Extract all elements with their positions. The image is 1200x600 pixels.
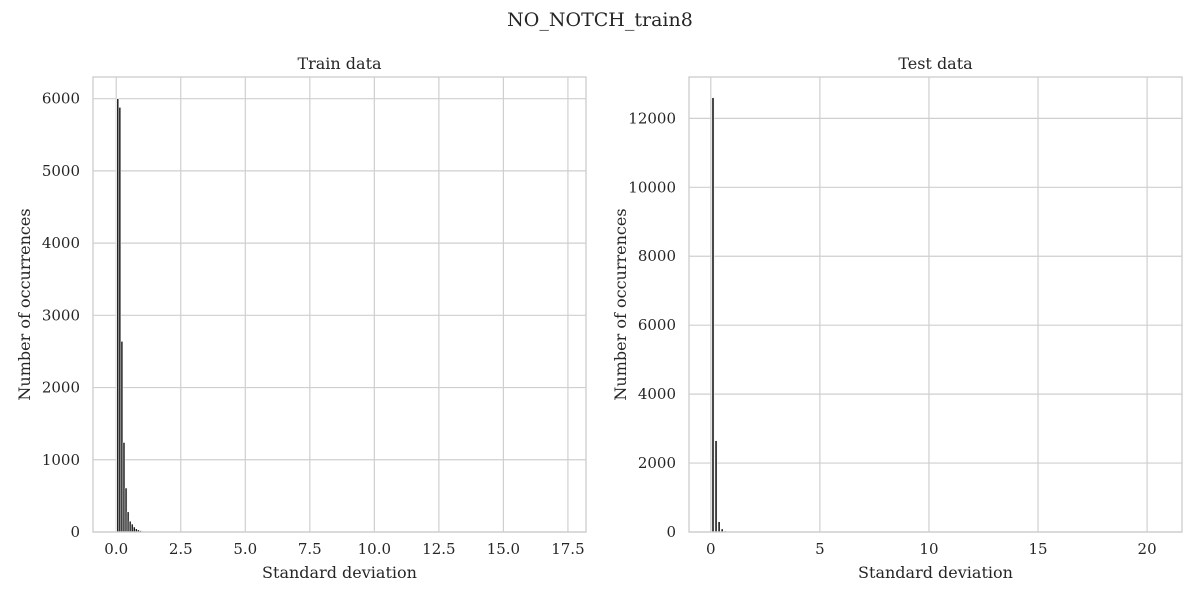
train-x-tick-label: 12.5 [422, 540, 455, 558]
train-y-tick-label: 3000 [42, 306, 80, 324]
train-y-tick-label: 4000 [42, 234, 80, 252]
train-x-tick-label: 0.0 [104, 540, 128, 558]
train-x-tick-label: 2.5 [169, 540, 193, 558]
train-histogram-bar [126, 511, 130, 533]
train-panel-title: Train data [297, 54, 382, 73]
train-y-axis-label: Number of occurrences [15, 208, 34, 400]
test-y-tick-label: 6000 [638, 316, 676, 334]
test-y-tick-label: 12000 [628, 109, 676, 127]
test-histogram-bar [717, 521, 721, 533]
test-y-axis-label: Number of occurrences [611, 208, 630, 400]
train-x-tick-label: 5.0 [233, 540, 257, 558]
train-plot-frame [92, 76, 587, 533]
test-x-tick-label: 15 [1028, 540, 1047, 558]
test-x-tick-label: 0 [706, 540, 716, 558]
train-histogram-bar [128, 520, 132, 533]
train-histogram-bar [120, 341, 124, 533]
train-data-panel: 0 1000 2000 3000 4000 5000 6000 0.0 2.5 5.0 7.5 10.… [15, 54, 587, 582]
test-plot-frame [688, 76, 1183, 533]
train-x-tick-label: 15.0 [487, 540, 520, 558]
train-histogram-bar [118, 107, 122, 533]
train-y-tick-label: 2000 [42, 379, 80, 397]
test-x-tick-label: 20 [1138, 540, 1157, 558]
test-data-panel: 0 2000 4000 6000 8000 10000 12000 0 5 10 15 20 Test … [611, 54, 1183, 582]
test-panel-title: Test data [898, 54, 973, 73]
train-x-tick-label: 7.5 [298, 540, 322, 558]
test-y-tick-label: 0 [666, 523, 676, 541]
test-y-tick-label: 10000 [628, 178, 676, 196]
test-y-tick-label: 8000 [638, 247, 676, 265]
test-x-axis-label: Standard deviation [858, 563, 1013, 582]
test-y-tick-label: 4000 [638, 385, 676, 403]
train-histogram-bar [130, 523, 134, 533]
train-y-tick-label: 6000 [42, 90, 80, 108]
train-histogram-bar [116, 98, 120, 533]
test-histogram-bar [711, 97, 715, 533]
test-x-tick-label: 10 [919, 540, 938, 558]
train-y-tick-label: 5000 [42, 162, 80, 180]
test-x-tick-label: 5 [815, 540, 825, 558]
test-histogram-bar [714, 440, 718, 533]
train-y-tick-label: 1000 [42, 451, 80, 469]
figure-title: NO_NOTCH_train8 [507, 9, 693, 31]
train-x-tick-label: 17.5 [551, 540, 584, 558]
test-y-tick-label: 2000 [638, 454, 676, 472]
train-histogram-bar [124, 487, 128, 533]
train-histogram-bar [132, 526, 136, 533]
train-x-tick-label: 10.0 [358, 540, 391, 558]
train-histogram-bar [122, 442, 126, 533]
train-x-axis-label: Standard deviation [262, 563, 417, 582]
train-y-tick-label: 0 [70, 523, 80, 541]
